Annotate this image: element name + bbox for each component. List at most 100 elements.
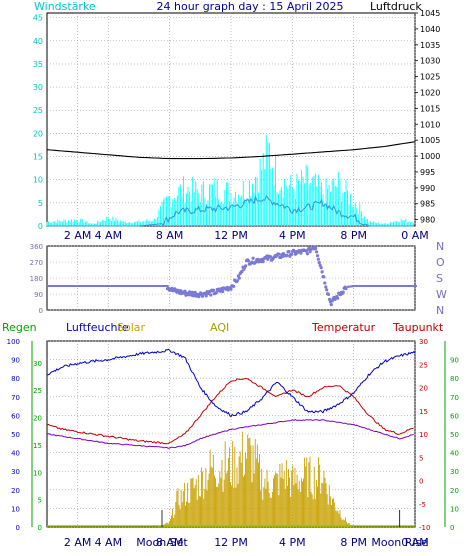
legend-temperatur: Temperatur — [311, 321, 376, 334]
direction-point — [170, 286, 174, 290]
x-tick-label: 12 PM — [214, 229, 248, 242]
direction-compass-label: N — [436, 240, 444, 253]
direction-degree-label: 270 — [30, 259, 43, 267]
temperature-tick-label: 30 — [419, 338, 428, 346]
humidity-tick-label: 40 — [11, 450, 20, 458]
right-tick-label: 1040 — [420, 25, 440, 34]
direction-point — [232, 284, 236, 288]
legend-solar: Solar — [117, 321, 146, 334]
direction-point — [326, 292, 331, 296]
direction-point — [323, 281, 327, 285]
percent-tick-label: 30 — [450, 468, 459, 476]
direction-degree-label: 180 — [30, 275, 43, 283]
temperature-tick-label: 0 — [419, 478, 423, 486]
rain-tick-label: 15 — [33, 442, 42, 450]
temperature-tick-label: 5 — [419, 454, 423, 462]
direction-point — [415, 285, 417, 287]
rain-tick-label: 20 — [33, 415, 42, 423]
direction-compass-label: W — [436, 288, 447, 301]
direction-point — [235, 279, 239, 283]
direction-point — [211, 288, 216, 292]
direction-point — [329, 303, 333, 307]
direction-point — [214, 291, 218, 295]
direction-point — [246, 259, 251, 263]
direction-point — [314, 246, 318, 251]
temperature-tick-label: 15 — [419, 408, 428, 416]
direction-point — [344, 286, 348, 291]
direction-point — [187, 293, 191, 297]
x-tick-label: 0 AM — [401, 229, 429, 242]
direction-point — [287, 249, 291, 254]
right-tick-label: 1045 — [420, 9, 440, 18]
left-tick-label: 20 — [33, 129, 43, 138]
direction-point — [305, 252, 309, 256]
direction-compass-label: N — [436, 304, 444, 317]
direction-degree-label: 360 — [30, 243, 43, 251]
left-tick-label: 5 — [38, 199, 43, 208]
moon-event-label: Moon Set — [136, 536, 188, 549]
humidity-tick-label: 70 — [11, 394, 20, 402]
percent-tick-label: 50 — [450, 431, 459, 439]
direction-point — [317, 261, 321, 265]
direction-point — [322, 275, 326, 279]
wind-speed-line — [47, 195, 414, 227]
percent-tick-label: 10 — [450, 505, 459, 513]
header-title: 24 hour graph day : 15 April 2025 — [157, 0, 344, 13]
percent-tick-label: 0 — [450, 524, 454, 532]
x-tick-label: 4 AM — [95, 536, 123, 549]
direction-point — [229, 287, 233, 291]
left-tick-label: 45 — [33, 14, 43, 23]
rain-tick-label: 30 — [33, 360, 42, 368]
x-tick-label: 8 AM — [156, 536, 184, 549]
percent-tick-label: 70 — [450, 394, 459, 402]
moon-event-label: Moon Rise — [371, 536, 428, 549]
percent-tick-label: 20 — [450, 487, 459, 495]
left-tick-label: 25 — [33, 106, 43, 115]
percent-tick-label: 90 — [450, 357, 459, 365]
percent-tick-label: 40 — [450, 450, 459, 458]
temperature-tick-label: -10 — [419, 524, 430, 532]
x-tick-label: 8 PM — [340, 536, 367, 549]
direction-point — [251, 256, 255, 260]
temperature-tick-label: 20 — [419, 385, 428, 393]
right-tick-label: 1010 — [420, 120, 440, 129]
rain-tick-label: 10 — [33, 469, 42, 477]
direction-point — [327, 297, 331, 301]
x-tick-label: 4 PM — [279, 229, 306, 242]
direction-compass-label: S — [436, 272, 443, 285]
legend-taupunkt: Taupunkt — [392, 321, 444, 334]
direction-point — [237, 276, 241, 280]
right-tick-label: 995 — [420, 168, 435, 177]
right-tick-label: 990 — [420, 184, 435, 193]
direction-point — [325, 288, 329, 292]
direction-point — [240, 269, 244, 274]
humidity-tick-label: 20 — [11, 487, 20, 495]
direction-point — [324, 285, 328, 289]
direction-point — [341, 290, 345, 294]
direction-point — [209, 293, 213, 297]
legend-luftfeuchte: Luftfeuchte — [66, 321, 129, 334]
temperature-line — [46, 378, 414, 445]
header-left-label: Windstärke — [34, 0, 96, 13]
right-tick-label: 1000 — [420, 152, 440, 161]
x-tick-label: 12 PM — [214, 536, 248, 549]
x-tick-label: 2 AM — [64, 536, 92, 549]
humidity-tick-label: 90 — [11, 357, 20, 365]
direction-point — [221, 289, 225, 294]
x-tick-label: 4 AM — [95, 229, 123, 242]
x-tick-label: 2 AM — [64, 229, 92, 242]
direction-point — [269, 255, 273, 259]
humidity-tick-label: 10 — [11, 505, 20, 513]
right-tick-label: 985 — [420, 200, 435, 209]
left-tick-label: 40 — [33, 37, 43, 46]
direction-point — [200, 294, 205, 298]
left-tick-label: 0 — [38, 222, 43, 231]
rain-tick-label: 0 — [38, 524, 42, 532]
humidity-line — [46, 348, 416, 418]
x-tick-label: 8 AM — [156, 229, 184, 242]
left-tick-label: 35 — [33, 60, 43, 69]
direction-point — [266, 257, 270, 261]
humidity-tick-label: 80 — [11, 375, 20, 383]
direction-point — [336, 296, 340, 300]
